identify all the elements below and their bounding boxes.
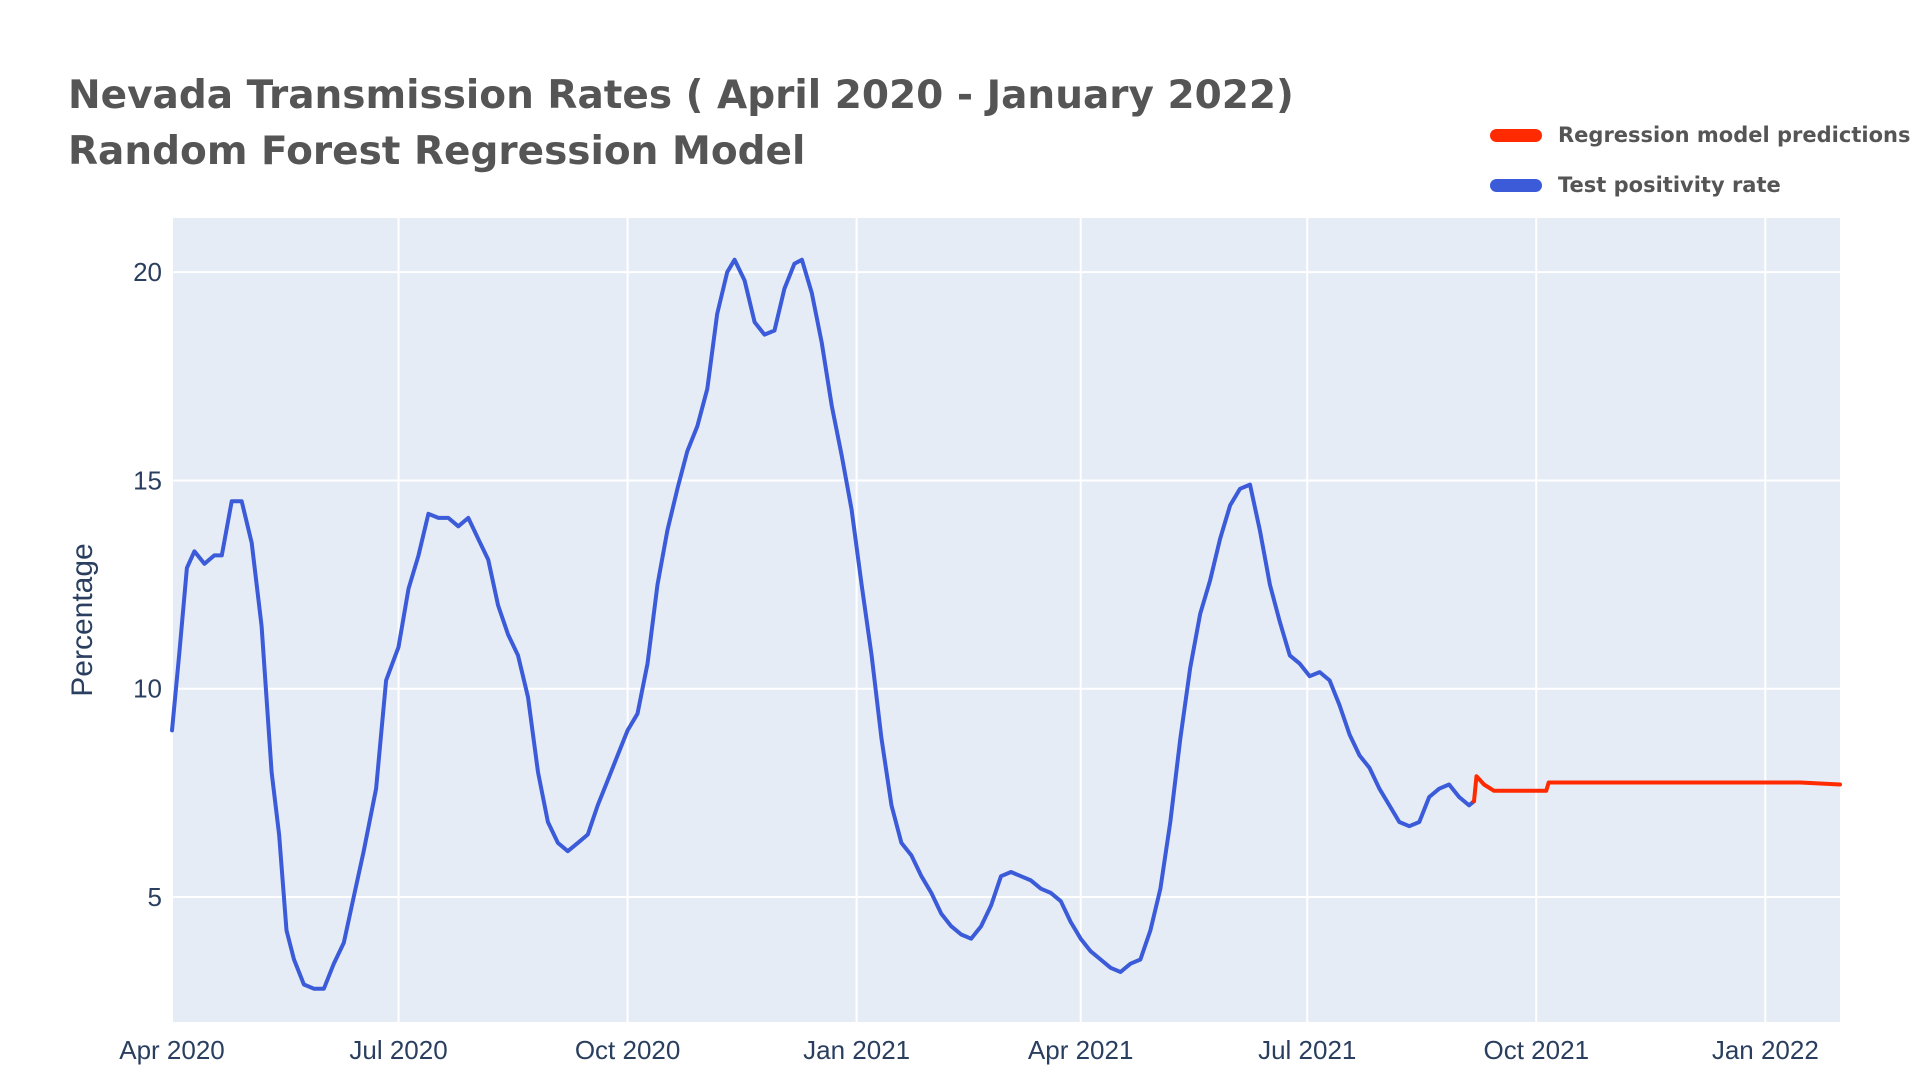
- chart-subtitle: Random Forest Regression Model: [68, 129, 806, 174]
- legend-swatch-predictions: [1490, 128, 1542, 142]
- series-line-test-positivity: [170, 257, 1476, 991]
- x-tick-label: Apr 2021: [1028, 1035, 1134, 1065]
- plot-area: [172, 218, 1840, 1022]
- x-tick-label: Jan 2022: [1712, 1035, 1819, 1065]
- chart-title-line1: Nevada Transmission Rates ( April 2020 -…: [68, 73, 1294, 118]
- legend-item-positivity[interactable]: Test positivity rate: [1490, 160, 1910, 210]
- x-tick-label: Oct 2021: [1484, 1035, 1590, 1065]
- legend-label-positivity: Test positivity rate: [1558, 173, 1781, 197]
- y-axis-ticks: 5 10 15 20: [133, 257, 162, 912]
- x-tick-label: Apr 2020: [119, 1035, 225, 1065]
- x-tick-label: Jan 2021: [803, 1035, 910, 1065]
- x-tick-label: Oct 2020: [575, 1035, 681, 1065]
- y-axis-title: Percentage: [66, 543, 99, 696]
- legend-swatch-positivity: [1490, 178, 1542, 192]
- x-axis-ticks: Apr 2020 Jul 2020 Oct 2020 Jan 2021 Apr 2021…: [119, 1035, 1819, 1065]
- y-tick-label: 20: [133, 257, 162, 287]
- gridlines: [171, 218, 1840, 1022]
- legend: Regression model predictions Test positi…: [1490, 110, 1910, 210]
- y-tick-label: 5: [148, 882, 162, 912]
- legend-item-predictions[interactable]: Regression model predictions: [1490, 110, 1910, 160]
- x-tick-label: Jul 2020: [349, 1035, 447, 1065]
- legend-label-predictions: Regression model predictions: [1558, 123, 1911, 147]
- y-tick-label: 10: [133, 674, 162, 704]
- x-tick-label: Jul 2021: [1258, 1035, 1356, 1065]
- y-tick-label: 15: [133, 465, 162, 495]
- series-group: [170, 257, 1842, 991]
- series-line-predictions: [1472, 774, 1842, 804]
- chart-title: Nevada Transmission Rates ( April 2020 -…: [68, 68, 1294, 180]
